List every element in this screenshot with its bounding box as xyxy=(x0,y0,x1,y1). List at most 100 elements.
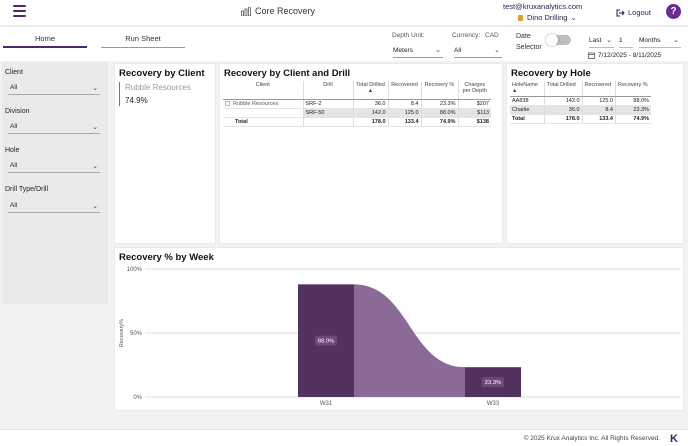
kpi-recovery-value: 74.9% xyxy=(125,96,148,105)
ribbon-connector xyxy=(354,284,465,397)
chevron-down-icon: ⌄ xyxy=(92,124,98,131)
menu-icon[interactable] xyxy=(13,5,26,17)
company-icon xyxy=(518,14,523,21)
date-selector-label: Date Selector xyxy=(516,33,542,51)
table-cell-total-label: Total xyxy=(510,113,545,124)
table-cell-client: Rubble Resources xyxy=(223,99,304,109)
tab-run-sheet[interactable]: Run Sheet xyxy=(125,34,161,43)
tab-home[interactable]: Home xyxy=(34,34,55,43)
filter-client-label: Client xyxy=(5,69,23,76)
date-selector-toggle[interactable] xyxy=(546,34,571,46)
tab-run-sheet-underline xyxy=(101,47,185,48)
table-row[interactable]: AA838 142.0 125.0 88.0% xyxy=(510,96,651,106)
table-cell-hole: Charlie xyxy=(510,105,545,115)
table-row[interactable]: Rubble Resources SRF-2 36.0 8.4 23.3% $2… xyxy=(223,99,491,109)
logout-label: Logout xyxy=(628,8,651,17)
table-cell-drill xyxy=(303,116,354,127)
date-mode-value: Last xyxy=(589,37,602,44)
y-tick-label: 100% xyxy=(127,267,143,273)
table-cell-total: 142.0 xyxy=(544,96,583,106)
table-cell-charges: $113 xyxy=(458,108,491,118)
filter-division-select[interactable]: All ⌄ xyxy=(8,123,100,134)
table-cell-recovered: 125.0 xyxy=(388,108,422,118)
date-count-input[interactable]: 1 xyxy=(619,36,633,48)
sort-icon: ▲ xyxy=(367,88,374,95)
currency-select[interactable]: All ⌄ xyxy=(454,46,502,58)
x-tick-label: W33 xyxy=(487,401,500,407)
table-cell-pct: 74.9% xyxy=(421,116,459,127)
data-label-bg xyxy=(482,377,504,388)
date-mode-select[interactable]: Last ⌄ xyxy=(589,36,614,48)
expand-icon[interactable] xyxy=(225,100,230,106)
date-range[interactable]: 7/12/2025 - 8/11/2025 xyxy=(588,52,661,59)
app-title: Core Recovery xyxy=(241,6,315,16)
filter-client-select[interactable]: All ⌄ xyxy=(8,84,100,95)
card-title: Recovery by Hole xyxy=(511,68,591,79)
card-title: Recovery by Client and Drill xyxy=(224,68,351,79)
table-cell-recovered: 8.4 xyxy=(388,99,422,109)
depth-unit-label: Depth Unit: xyxy=(392,32,425,39)
client-name: Rubble Resources xyxy=(233,100,279,107)
user-email: test@kruxanalytics.com xyxy=(503,2,583,11)
column-header[interactable]: Charges per Depth xyxy=(458,81,491,100)
column-header[interactable]: Recovery % xyxy=(615,81,651,97)
filter-hole-value: All xyxy=(10,162,18,169)
table-cell-client xyxy=(223,108,304,118)
table-cell-charges: $138 xyxy=(458,116,491,127)
help-icon[interactable]: ? xyxy=(666,4,681,19)
table-cell-recovered: 125.0 xyxy=(582,96,616,106)
filter-division-label: Division xyxy=(5,108,30,115)
nav-row: Home Run Sheet Depth Unit: Meters ⌄ Curr… xyxy=(0,27,688,61)
chart-icon xyxy=(241,6,251,16)
chart-title: Recovery % by Week xyxy=(119,252,214,263)
column-header[interactable]: Recovered xyxy=(388,81,422,100)
company-selector[interactable]: Dino Drilling ⌄ xyxy=(517,13,577,22)
column-header[interactable]: Drill xyxy=(303,81,354,100)
currency-label: Currency: xyxy=(452,32,481,39)
chevron-down-icon: ⌄ xyxy=(92,203,98,210)
depth-unit-value: Meters xyxy=(393,47,413,54)
y-axis-label: Recovery% xyxy=(119,319,125,347)
logout-button[interactable]: Logout xyxy=(616,8,651,17)
recovery-by-hole-card: Recovery by Hole HoleName ▲ Total Drilled… xyxy=(506,63,684,244)
recovery-by-client-drill-card: Recovery by Client and Drill Client Dril… xyxy=(219,63,503,244)
column-header[interactable]: Recovered xyxy=(582,81,616,97)
column-header[interactable]: Recovery % xyxy=(421,81,459,100)
filter-drill-value: All xyxy=(10,202,18,209)
date-period-select[interactable]: Months ⌄ xyxy=(639,36,681,48)
filter-drill-select[interactable]: All ⌄ xyxy=(8,202,100,213)
y-tick-label: 50% xyxy=(130,331,143,337)
table-cell-total: 36.0 xyxy=(353,99,389,109)
chevron-down-icon: ⌄ xyxy=(570,13,577,22)
table-cell-pct: 88.0% xyxy=(421,108,459,118)
filter-hole-select[interactable]: All ⌄ xyxy=(8,162,100,173)
currency-value: All xyxy=(454,47,462,54)
depth-unit-select[interactable]: Meters ⌄ xyxy=(393,46,443,58)
table-cell-total-label: Total xyxy=(223,116,304,127)
toggle-knob xyxy=(546,34,558,46)
client-drill-table: Client Drill Total Drilled ▲ Recovered Re… xyxy=(223,81,491,127)
top-bar: Core Recovery test@kruxanalytics.com Din… xyxy=(0,0,688,26)
x-tick-label: W31 xyxy=(320,401,333,407)
chevron-down-icon: ⌄ xyxy=(92,163,98,170)
column-header[interactable]: Client xyxy=(223,81,304,100)
data-label: 88.0% xyxy=(318,339,334,345)
table-header-row: Client Drill Total Drilled ▲ Recovered Re… xyxy=(223,81,491,100)
column-header[interactable]: Total Drilled xyxy=(544,81,583,97)
kpi-client-name: Rubble Resources xyxy=(125,83,191,92)
filter-division-value: All xyxy=(10,123,18,130)
chevron-down-icon: ⌄ xyxy=(494,47,500,54)
column-header[interactable]: HoleName ▲ xyxy=(510,81,545,97)
table-row[interactable]: Charlie 36.0 8.4 23.3% xyxy=(510,105,651,115)
recovery-by-client-card: Recovery by Client Rubble Resources 74.9… xyxy=(114,63,216,244)
table-total-row: Total 178.0 133.4 74.9% xyxy=(510,113,651,124)
y-tick-label: 0% xyxy=(133,395,142,401)
table-row[interactable]: SRF-50 142.0 125.0 88.0% $113 xyxy=(223,108,491,118)
table-cell-total: 178.0 xyxy=(353,116,389,127)
table-cell-pct: 23.3% xyxy=(421,99,459,109)
currency-code: CAD xyxy=(485,32,499,39)
footer: © 2025 Krux Analytics Inc. All Rights Re… xyxy=(0,429,688,446)
krux-logo: K xyxy=(670,433,678,445)
column-header[interactable]: Total Drilled ▲ xyxy=(353,81,389,100)
table-cell-recovered: 133.4 xyxy=(388,116,422,127)
